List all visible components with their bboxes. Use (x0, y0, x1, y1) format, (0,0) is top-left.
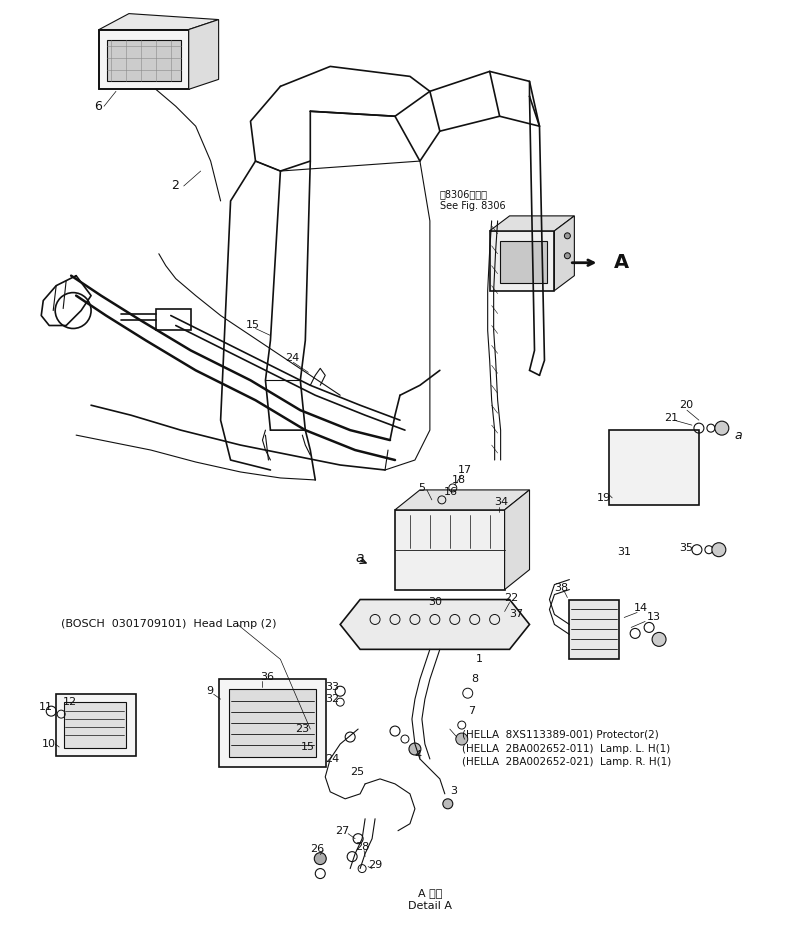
Text: 12: 12 (63, 697, 77, 707)
Text: 31: 31 (617, 547, 631, 557)
Bar (156, 309, 191, 330)
Text: 29: 29 (368, 859, 383, 870)
Circle shape (314, 853, 326, 865)
Text: 11: 11 (39, 703, 53, 712)
Circle shape (409, 743, 421, 755)
Text: 23: 23 (295, 724, 309, 734)
Text: 35: 35 (679, 543, 693, 552)
Text: 15: 15 (301, 742, 314, 752)
Text: See Fig. 8306: See Fig. 8306 (439, 201, 506, 211)
Text: 7: 7 (468, 706, 475, 717)
Text: 24: 24 (325, 754, 339, 764)
Text: 26: 26 (310, 843, 324, 854)
Text: 36: 36 (260, 673, 275, 682)
Text: 19: 19 (597, 493, 611, 503)
Text: 20: 20 (679, 400, 693, 411)
Polygon shape (189, 20, 219, 90)
Text: 16: 16 (444, 487, 458, 497)
Polygon shape (395, 490, 529, 509)
Text: 17: 17 (458, 465, 472, 475)
Text: 22: 22 (505, 592, 519, 603)
Circle shape (715, 421, 729, 435)
Polygon shape (395, 509, 505, 590)
Text: 33: 33 (325, 682, 339, 692)
Circle shape (652, 633, 666, 647)
Text: 6: 6 (94, 100, 102, 113)
Bar (609, 430, 699, 505)
Text: (BOSCH  0301709101)  Head Lamp (2): (BOSCH 0301709101) Head Lamp (2) (62, 620, 277, 630)
Text: 10: 10 (43, 739, 56, 749)
Text: 30: 30 (428, 596, 442, 606)
Circle shape (443, 799, 453, 809)
Circle shape (712, 543, 726, 557)
Polygon shape (340, 600, 529, 649)
Text: (HELLA  8XS113389-001) Protector(2): (HELLA 8XS113389-001) Protector(2) (462, 729, 659, 739)
Text: 13: 13 (647, 612, 661, 622)
Polygon shape (490, 216, 574, 230)
Text: 15: 15 (245, 321, 260, 330)
Polygon shape (555, 216, 574, 290)
Text: 27: 27 (335, 826, 350, 836)
Circle shape (564, 233, 570, 239)
Bar (229, 689, 316, 757)
Text: 3: 3 (450, 786, 457, 796)
Polygon shape (99, 14, 219, 30)
Text: (HELLA  2BA002652-011)  Lamp. L. H(1): (HELLA 2BA002652-011) Lamp. L. H(1) (462, 744, 670, 754)
Text: 第8306図参照: 第8306図参照 (439, 189, 488, 199)
Text: 21: 21 (664, 413, 679, 424)
Text: 38: 38 (555, 582, 569, 592)
Polygon shape (505, 490, 529, 590)
Text: A: A (614, 253, 630, 272)
Text: 32: 32 (325, 694, 339, 704)
Text: 8: 8 (472, 675, 479, 684)
Text: 24: 24 (286, 354, 300, 363)
Polygon shape (490, 230, 555, 290)
Bar (219, 679, 326, 767)
Text: 1: 1 (476, 654, 483, 664)
Text: Detail A: Detail A (408, 901, 452, 912)
Bar (99, 30, 189, 90)
Circle shape (564, 253, 570, 258)
Text: A 詳細: A 詳細 (417, 888, 442, 898)
Circle shape (456, 733, 468, 745)
Text: (HELLA  2BA002652-021)  Lamp. R. H(1): (HELLA 2BA002652-021) Lamp. R. H(1) (462, 757, 671, 767)
Text: 14: 14 (634, 603, 649, 612)
Text: 37: 37 (510, 609, 524, 620)
Bar (64, 703, 126, 748)
Text: 9: 9 (207, 686, 214, 696)
Text: 34: 34 (495, 497, 509, 507)
Text: 25: 25 (350, 767, 365, 777)
Bar (499, 241, 548, 283)
Text: 18: 18 (452, 475, 466, 485)
Bar (107, 39, 181, 81)
Text: a: a (355, 550, 364, 564)
Text: 5: 5 (418, 483, 425, 493)
Polygon shape (570, 600, 619, 660)
Bar (56, 694, 136, 756)
Text: 28: 28 (355, 842, 369, 852)
Bar (99, 30, 189, 90)
Text: a: a (735, 428, 742, 441)
Text: 4: 4 (415, 750, 422, 760)
Text: 2: 2 (170, 179, 178, 192)
